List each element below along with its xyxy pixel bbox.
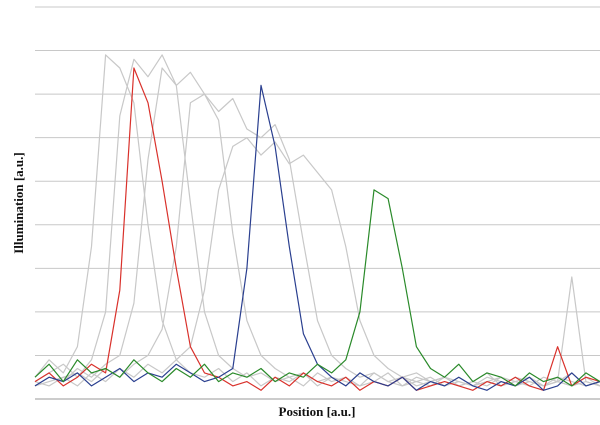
series-line bbox=[34, 189, 600, 387]
series-line bbox=[34, 137, 600, 387]
x-axis-label: Position [a.u.] bbox=[279, 404, 356, 419]
y-axis-label: Illumination [a.u.] bbox=[11, 152, 26, 254]
series-line bbox=[34, 54, 600, 387]
series-line bbox=[34, 84, 600, 391]
series-line bbox=[34, 54, 600, 387]
series-line bbox=[34, 93, 600, 387]
